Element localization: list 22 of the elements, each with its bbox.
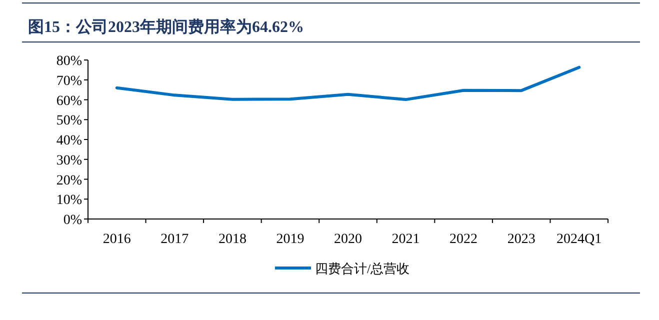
y-tick-label: 10% [56, 193, 82, 208]
x-tick-label: 2016 [102, 232, 131, 247]
x-tick-label: 2024Q1 [556, 232, 602, 247]
x-tick-label: 2017 [160, 232, 189, 247]
y-tick-label: 40% [56, 134, 82, 148]
x-tick-label: 2021 [392, 232, 420, 247]
x-tick-label: 2023 [507, 232, 536, 247]
legend-label: 四费合计/总营收 [315, 261, 410, 276]
y-tick-label: 0% [63, 213, 82, 228]
y-tick-label: 70% [56, 74, 82, 89]
y-tick-label: 30% [56, 153, 82, 168]
y-tick-label: 20% [56, 173, 82, 188]
chart-title: 图15：公司2023年期间费用率为64.62% [28, 17, 304, 36]
legend: 四费合计/总营收 [275, 261, 410, 276]
x-tick-label: 2018 [218, 232, 246, 247]
y-tick-label: 50% [56, 114, 82, 129]
y-tick-label: 60% [56, 94, 82, 109]
x-tick-label: 2020 [334, 232, 362, 247]
x-tick-label: 2019 [276, 232, 304, 247]
x-tick-label: 2022 [450, 232, 478, 247]
line-series [115, 66, 581, 102]
y-tick-label: 80% [56, 54, 82, 69]
